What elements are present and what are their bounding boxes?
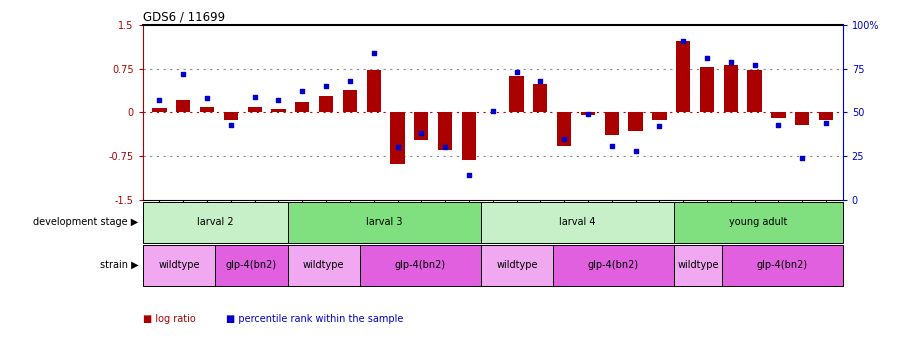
Bar [200, 107, 215, 112]
Bar [604, 112, 619, 135]
Bar [722, 245, 843, 286]
Bar [481, 245, 554, 286]
Bar [438, 112, 452, 150]
Point [628, 148, 643, 154]
Bar [414, 112, 428, 140]
Text: larval 4: larval 4 [559, 217, 596, 227]
Text: development stage ▶: development stage ▶ [33, 217, 138, 227]
Bar [581, 112, 595, 115]
Point [485, 108, 500, 114]
Point [771, 122, 786, 127]
Bar [319, 96, 333, 112]
Point [509, 69, 524, 75]
Bar [795, 112, 810, 125]
Point [676, 38, 691, 44]
Point [795, 155, 810, 161]
Bar [554, 245, 674, 286]
Bar [748, 70, 762, 112]
Point [437, 145, 452, 150]
Point [700, 55, 715, 61]
Bar [724, 65, 738, 112]
Bar [272, 109, 286, 112]
Bar [367, 70, 381, 112]
Text: larval 3: larval 3 [366, 217, 402, 227]
Point [414, 131, 428, 136]
Point [533, 78, 548, 84]
Point [461, 172, 476, 178]
Text: wildtype: wildtype [303, 260, 344, 270]
Bar [700, 67, 714, 112]
Point [343, 78, 357, 84]
Bar [676, 41, 691, 112]
Point [224, 122, 239, 127]
Point [176, 71, 191, 77]
Bar [771, 112, 786, 118]
Point [200, 96, 215, 101]
Point [557, 136, 572, 141]
Bar [533, 85, 547, 112]
Text: larval 2: larval 2 [197, 217, 234, 227]
Bar [819, 112, 834, 120]
Bar [143, 202, 287, 243]
Bar [674, 202, 843, 243]
Point [367, 50, 381, 56]
Bar [176, 100, 191, 112]
Point [152, 97, 167, 103]
Point [247, 94, 262, 100]
Bar [295, 102, 309, 112]
Bar [143, 245, 216, 286]
Text: wildtype: wildtype [158, 260, 200, 270]
Bar [509, 76, 524, 112]
Bar [216, 245, 287, 286]
Point [604, 143, 619, 149]
Point [652, 124, 667, 129]
Bar [481, 202, 674, 243]
Text: wildtype: wildtype [677, 260, 718, 270]
Text: ■ log ratio: ■ log ratio [143, 314, 195, 324]
Point [271, 97, 286, 103]
Bar [557, 112, 571, 146]
Bar [674, 245, 722, 286]
Text: GDS6 / 11699: GDS6 / 11699 [143, 11, 225, 24]
Point [819, 120, 834, 126]
Bar [652, 112, 667, 120]
Bar [461, 112, 476, 160]
Point [580, 111, 595, 117]
Text: glp-4(bn2): glp-4(bn2) [395, 260, 446, 270]
Point [391, 145, 405, 150]
Text: glp-4(bn2): glp-4(bn2) [588, 260, 639, 270]
Bar [391, 112, 404, 164]
Point [747, 62, 762, 68]
Bar [224, 112, 238, 120]
Bar [628, 112, 643, 131]
Text: glp-4(bn2): glp-4(bn2) [226, 260, 277, 270]
Text: glp-4(bn2): glp-4(bn2) [757, 260, 808, 270]
Bar [287, 245, 360, 286]
Bar [343, 90, 357, 112]
Point [724, 59, 739, 65]
Text: strain ▶: strain ▶ [99, 260, 138, 270]
Point [295, 89, 309, 94]
Text: young adult: young adult [729, 217, 787, 227]
Bar [152, 108, 167, 112]
Point [319, 84, 333, 89]
Bar [248, 107, 262, 112]
Text: ■ percentile rank within the sample: ■ percentile rank within the sample [226, 314, 403, 324]
Bar [287, 202, 481, 243]
Text: wildtype: wildtype [496, 260, 538, 270]
Bar [360, 245, 481, 286]
